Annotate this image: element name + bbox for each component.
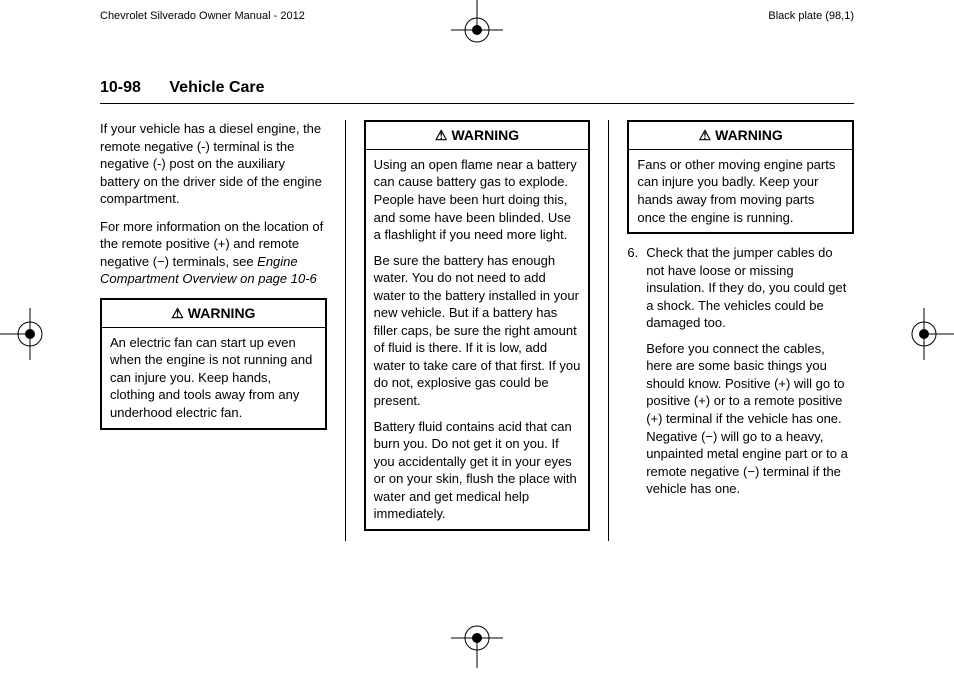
crop-mark-right	[894, 304, 954, 364]
crop-mark-left	[0, 304, 60, 364]
list-item-6-p2: Before you connect the cables, here are …	[646, 340, 854, 498]
column-3: ⚠WARNING Fans or other moving engine par…	[627, 120, 854, 541]
divider-1	[345, 120, 346, 541]
header-right: Black plate (98,1)	[768, 10, 854, 22]
column-1: If your vehicle has a diesel engine, the…	[100, 120, 327, 541]
warning-body-3: Fans or other moving engine parts can in…	[629, 150, 852, 232]
header-left: Chevrolet Silverado Owner Manual - 2012	[100, 10, 305, 22]
col1-para1: If your vehicle has a diesel engine, the…	[100, 120, 327, 208]
warning-body-2-p1: Using an open flame near a battery can c…	[374, 156, 581, 244]
warning-title-1: ⚠WARNING	[102, 300, 325, 328]
divider-2	[608, 120, 609, 541]
warning-body-2: Using an open flame near a battery can c…	[366, 150, 589, 529]
warning-box-3: ⚠WARNING Fans or other moving engine par…	[627, 120, 854, 234]
list-item-6-p1: Check that the jumper cables do not have…	[646, 244, 854, 332]
warning-icon: ⚠	[171, 305, 184, 321]
warning-body-2-p2: Be sure the battery has enough water. Yo…	[374, 252, 581, 410]
warning-label-3: WARNING	[715, 127, 783, 143]
warning-title-3: ⚠WARNING	[629, 122, 852, 150]
column-2: ⚠WARNING Using an open flame near a batt…	[364, 120, 591, 541]
warning-box-1: ⚠WARNING An electric fan can start up ev…	[100, 298, 327, 430]
col1-para2: For more information on the location of …	[100, 218, 327, 288]
crop-mark-bottom	[447, 608, 507, 668]
warning-box-2: ⚠WARNING Using an open flame near a batt…	[364, 120, 591, 531]
crop-mark-top	[447, 0, 507, 60]
warning-icon: ⚠	[699, 127, 712, 143]
warning-title-2: ⚠WARNING	[366, 122, 589, 150]
warning-body-1-text: An electric fan can start up even when t…	[110, 334, 317, 422]
list-item-6-text: Check that the jumper cables do not have…	[646, 244, 854, 498]
warning-label-1: WARNING	[188, 305, 256, 321]
warning-icon: ⚠	[435, 127, 448, 143]
warning-body-1: An electric fan can start up even when t…	[102, 328, 325, 428]
warning-label-2: WARNING	[451, 127, 519, 143]
list-item-6-num: 6.	[627, 244, 638, 498]
warning-body-2-p3: Battery fluid contains acid that can bur…	[374, 418, 581, 523]
page-header: 10-98 Vehicle Care	[100, 79, 854, 104]
section-title: Vehicle Care	[169, 79, 264, 96]
page-number: 10-98	[100, 79, 141, 96]
list-item-6: 6. Check that the jumper cables do not h…	[627, 244, 854, 498]
warning-body-3-text: Fans or other moving engine parts can in…	[637, 156, 844, 226]
content-columns: If your vehicle has a diesel engine, the…	[100, 120, 854, 541]
